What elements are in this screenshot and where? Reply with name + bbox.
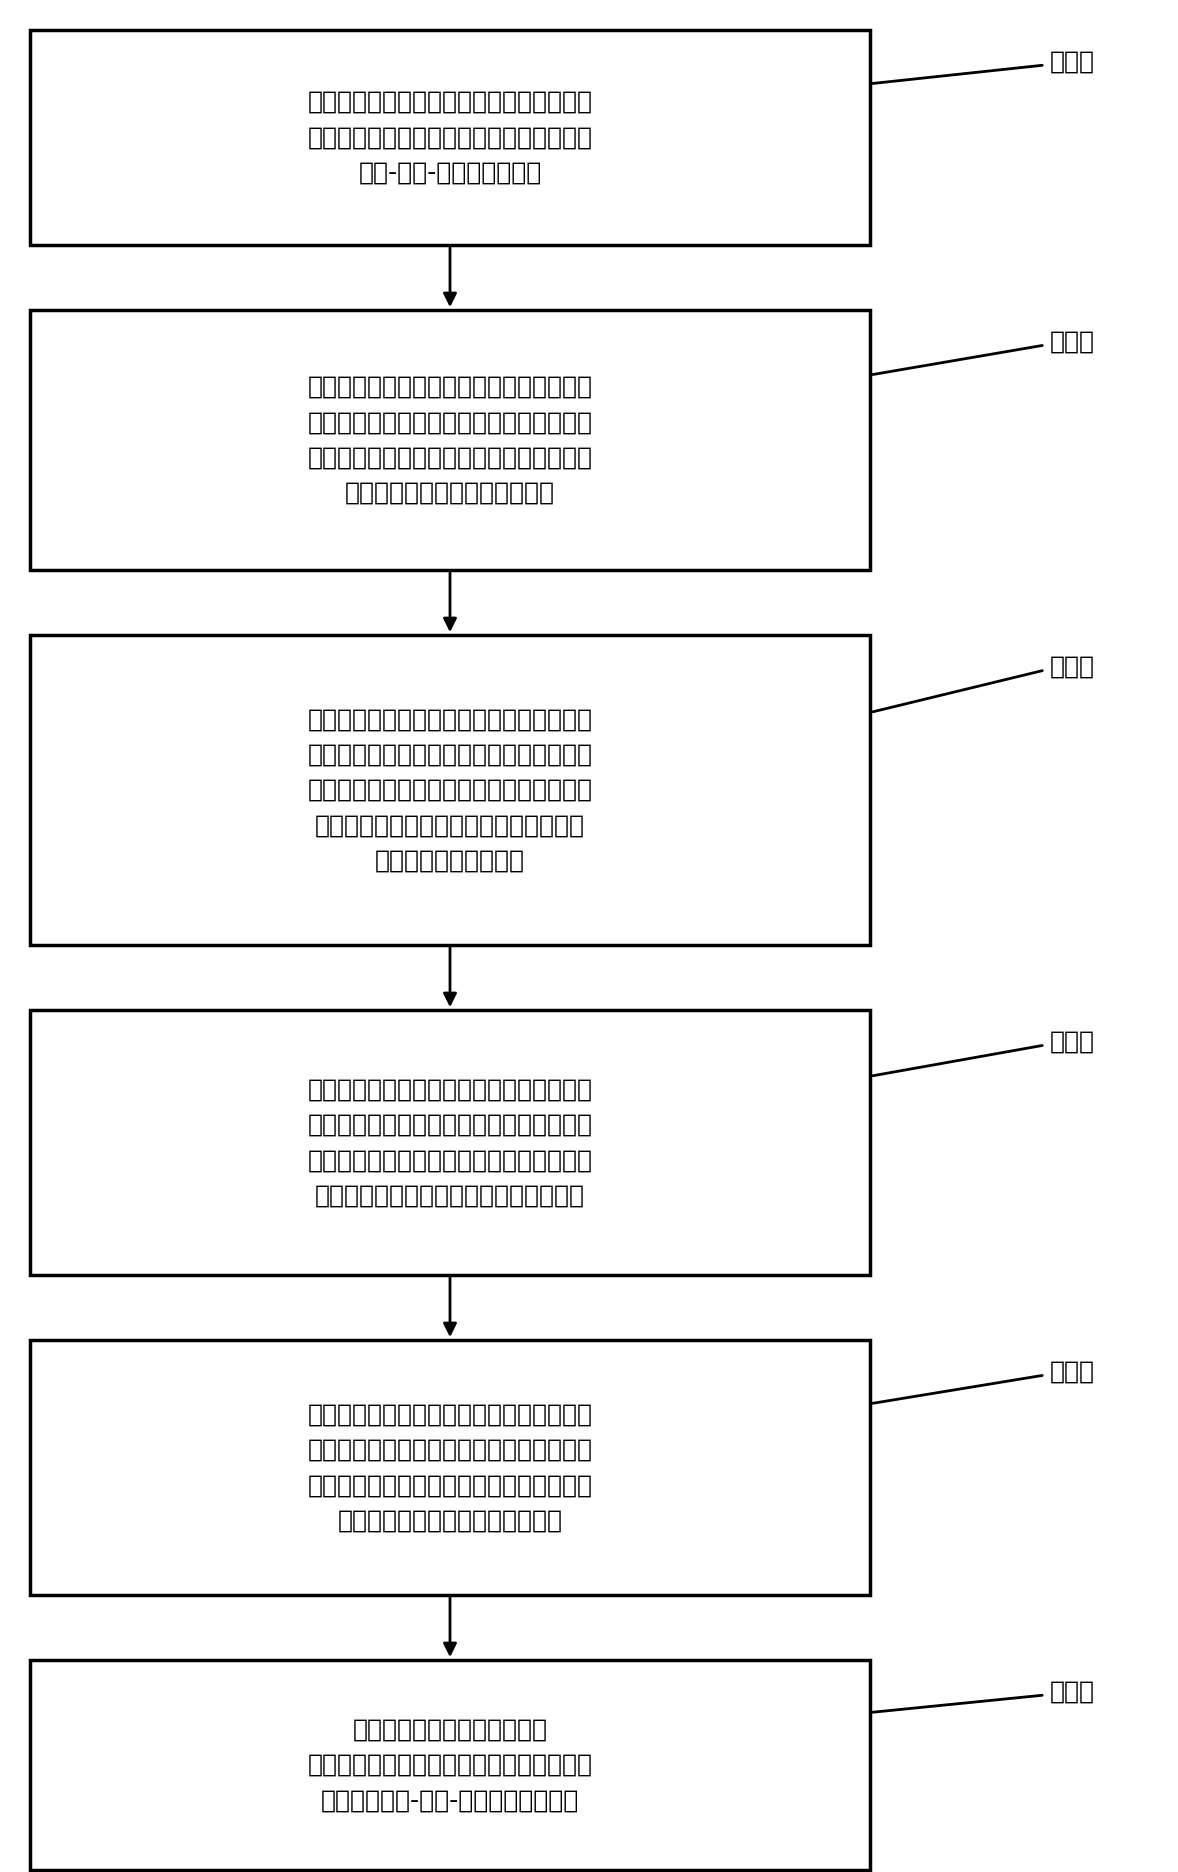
Text: 步骤六: 步骤六 bbox=[1050, 1679, 1096, 1704]
Text: 对各个通道数据块进行数字波束形成处理，
构成主波束数据块，在指定的角度单元，对
各个通道数据块进行单凹口滤波器辅助波束
形成处理，构成辅助波束数据块: 对各个通道数据块进行数字波束形成处理， 构成主波束数据块，在指定的角度单元，对 … bbox=[307, 374, 593, 505]
Text: 计算指定距离单元的协方差矩阵与其他距离
单元的协方差矩阵之间的黎曼距离，构成黎
曼距离数组，从小至大挑选若干个黎曼距离
对应的距离单元作为距离维训练样本单元: 计算指定距离单元的协方差矩阵与其他距离 单元的协方差矩阵之间的黎曼距离，构成黎 … bbox=[307, 1078, 593, 1207]
Text: 对混合传播模式高频超视距雷达的所有通道
回波信号进行距离处理，多普勒处理，得到
距离-速度-通道三维数据块: 对混合传播模式高频超视距雷达的所有通道 回波信号进行距离处理，多普勒处理，得到 … bbox=[307, 90, 593, 185]
Text: 遍历所有感兴趣的距离单元、
多普勒单元和角度单元，得到经过杂波抑制
处理后的距离-速度-角度三维数据结果: 遍历所有感兴趣的距离单元、 多普勒单元和角度单元，得到经过杂波抑制 处理后的距离… bbox=[307, 1718, 593, 1812]
FancyBboxPatch shape bbox=[29, 1660, 871, 1870]
FancyBboxPatch shape bbox=[29, 311, 871, 569]
Text: 步骤四: 步骤四 bbox=[1050, 1030, 1096, 1054]
Text: 步骤二: 步骤二 bbox=[1050, 329, 1096, 354]
Text: 步骤三: 步骤三 bbox=[1050, 655, 1096, 680]
Text: 步骤一: 步骤一 bbox=[1050, 51, 1096, 75]
Text: 步骤五: 步骤五 bbox=[1050, 1359, 1096, 1383]
FancyBboxPatch shape bbox=[29, 30, 871, 245]
FancyBboxPatch shape bbox=[29, 635, 871, 945]
Text: 选定训练样本挑选单元大小，选取指定多普
勒单元和角度单元的若干距离单元主波束数
据，构成训练样本挑选数据块，计算每个距
离单元对应的待处理局域单元的协方差矩
阵: 选定训练样本挑选单元大小，选取指定多普 勒单元和角度单元的若干距离单元主波束数 … bbox=[307, 708, 593, 872]
FancyBboxPatch shape bbox=[29, 1011, 871, 1275]
FancyBboxPatch shape bbox=[29, 1340, 871, 1595]
Text: 根据选定的训练样本数据，计算制定距离单
元的自适应权向量，以及辅助波束的自适应
输出，将主波束与辅助波束的输出做差，得
到广义旁瓣对消处理后的输出结果: 根据选定的训练样本数据，计算制定距离单 元的自适应权向量，以及辅助波束的自适应 … bbox=[307, 1402, 593, 1533]
